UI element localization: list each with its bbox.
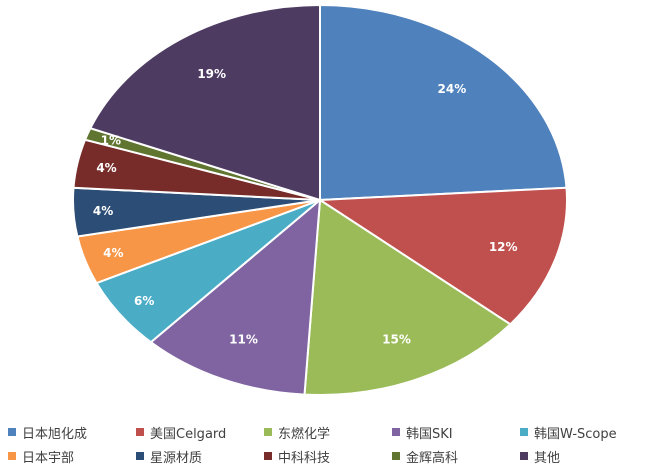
legend-swatch [520, 452, 528, 460]
legend-swatch [264, 452, 272, 460]
legend-item-tonen: 东燃化学 [264, 423, 392, 442]
slice-data-label: 4% [96, 161, 116, 175]
legend-row-2: 日本宇部 星源材质 中科科技 金辉高科 其他 [0, 444, 648, 468]
legend-label: 美国Celgard [150, 426, 227, 442]
pie-chart: 24% 12% 15% 11% 6% 4% 4% 4% 1% 19% [72, 3, 568, 396]
pie-slice [316, 186, 568, 326]
pie-data-labels: 24% 12% 15% 11% 6% 4% 4% 4% 1% 19% [93, 67, 518, 346]
legend-item-other: 其他 [520, 447, 648, 466]
legend-label: 韩国SKI [406, 426, 453, 442]
pie-slice [319, 3, 568, 202]
legend-item-ski: 韩国SKI [392, 423, 520, 442]
legend-swatch [392, 452, 400, 460]
legend-swatch [8, 428, 16, 436]
legend-item-ube: 日本宇部 [8, 447, 136, 466]
legend-label: 日本宇部 [22, 450, 75, 466]
pie-slice [149, 197, 322, 396]
legend-item-zhongke: 中科科技 [264, 447, 392, 466]
slice-data-label: 4% [103, 246, 123, 260]
legend-swatch [520, 428, 528, 436]
pie-slice [303, 198, 512, 396]
legend-label: 其他 [534, 450, 561, 466]
legend-item-asahi: 日本旭化成 [8, 423, 136, 442]
legend-label: 韩国W-Scope [534, 426, 617, 442]
legend-label: 星源材质 [150, 450, 203, 466]
legend-label: 东燃化学 [278, 426, 331, 442]
legend: 日本旭化成 美国Celgard 东燃化学 韩国SKI 韩国W-Scope 日本宇… [0, 420, 648, 468]
slice-data-label: 19% [197, 67, 226, 81]
legend-label: 中科科技 [278, 450, 331, 466]
legend-label: 金辉高科 [406, 450, 459, 466]
legend-swatch [392, 428, 400, 436]
slice-data-label: 1% [101, 134, 121, 148]
legend-swatch [8, 452, 16, 460]
pie-slice [88, 3, 321, 202]
slice-data-label: 11% [229, 333, 258, 347]
slice-data-label: 12% [489, 240, 518, 254]
legend-swatch [136, 428, 144, 436]
pie-slices [72, 3, 568, 396]
legend-item-jinhui: 金辉高科 [392, 447, 520, 466]
slice-data-label: 15% [382, 333, 411, 347]
legend-item-senior: 星源材质 [136, 447, 264, 466]
legend-label: 日本旭化成 [22, 426, 88, 442]
legend-item-wscope: 韩国W-Scope [520, 423, 648, 442]
legend-row-1: 日本旭化成 美国Celgard 东燃化学 韩国SKI 韩国W-Scope [0, 420, 648, 444]
slice-data-label: 4% [93, 204, 113, 218]
slice-data-label: 24% [438, 82, 467, 96]
legend-swatch [264, 428, 272, 436]
slice-data-label: 6% [134, 294, 154, 308]
legend-item-celgard: 美国Celgard [136, 423, 264, 442]
legend-swatch [136, 452, 144, 460]
